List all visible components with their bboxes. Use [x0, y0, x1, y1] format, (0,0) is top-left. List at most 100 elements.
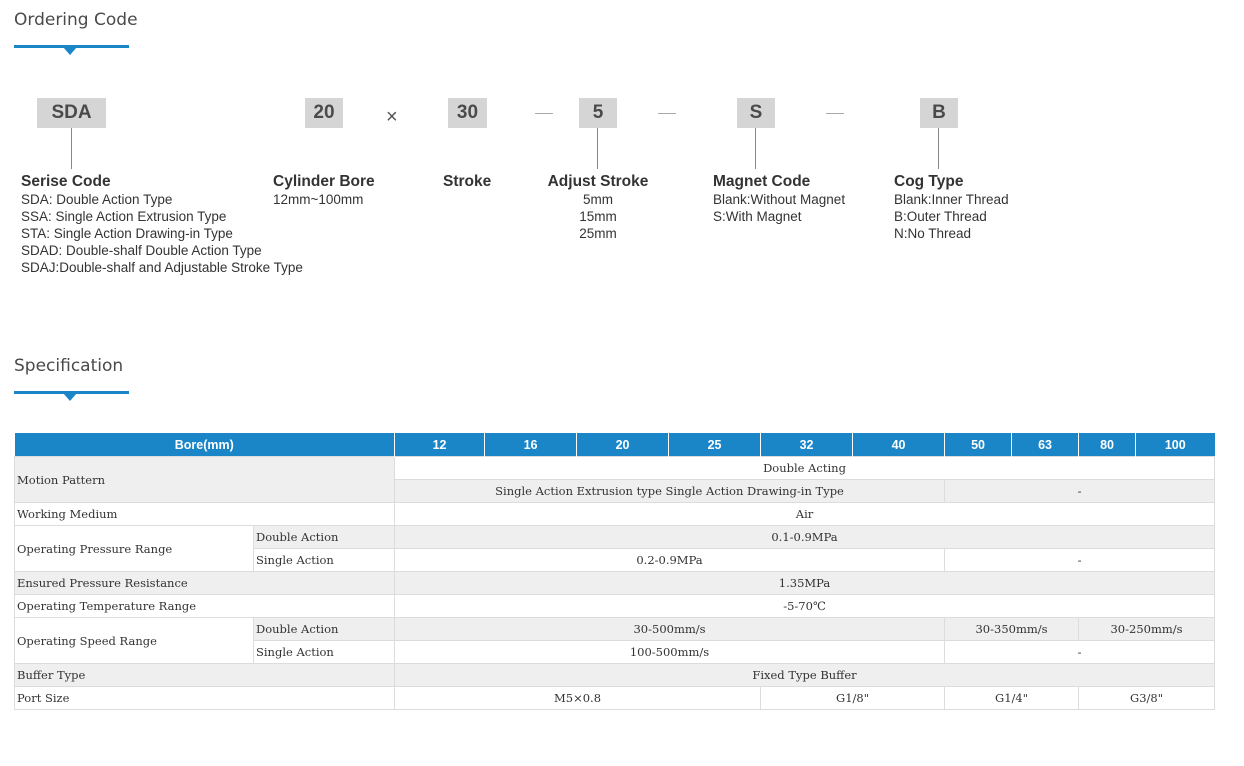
speed-single-value: 100-500mm/s	[394, 640, 946, 664]
bore-column-header: 20	[576, 433, 669, 457]
bore-column-header: 80	[1078, 433, 1136, 457]
times-symbol: ×	[386, 106, 398, 128]
cog-type-line: N:No Thread	[894, 226, 972, 241]
table-row: Buffer Type Fixed Type Buffer	[13, 663, 1216, 687]
motion-pattern-double: Double Acting	[394, 456, 1216, 480]
ordering-code-title: Ordering Code	[14, 10, 138, 30]
table-header-row: Bore(mm) 12 16 20 25 32 40 50 63 80 100	[14, 433, 1215, 457]
adjust-stroke-group: Adjust Stroke 5mm 15mm 25mm	[543, 173, 653, 242]
buffer-type-label: Buffer Type	[13, 663, 396, 687]
code-box-stroke: 30	[448, 98, 487, 128]
connector-line	[71, 128, 72, 169]
bore-column-header: 32	[760, 433, 853, 457]
speed-double-label: Double Action	[252, 617, 396, 641]
series-code-line: SDAD: Double-shalf Double Action Type	[21, 243, 262, 258]
pressure-resistance-label: Ensured Pressure Resistance	[13, 571, 396, 595]
cog-type-line: Blank:Inner Thread	[894, 192, 1009, 207]
table-row: Motion Pattern Double Acting	[13, 456, 1216, 503]
bore-column-header: 16	[484, 433, 577, 457]
table-row: Port Size M5×0.8 G1/8" G1/4" G3/8"	[13, 686, 1216, 710]
table-row: Operating Temperature Range -5-70℃	[13, 594, 1216, 618]
cog-type-line: B:Outer Thread	[894, 209, 987, 224]
adjust-stroke-line: 25mm	[579, 226, 617, 241]
pressure-resistance-value: 1.35MPa	[394, 571, 1216, 595]
bore-column-header: 100	[1135, 433, 1215, 457]
specification-arrow-icon	[63, 393, 77, 401]
stroke-group: Stroke	[443, 173, 491, 191]
adjust-stroke-heading: Adjust Stroke	[547, 173, 649, 190]
series-code-line: SSA: Single Action Extrusion Type	[21, 209, 227, 224]
temperature-range-label: Operating Temperature Range	[13, 594, 396, 618]
speed-single-na: -	[944, 640, 1216, 664]
speed-double-value: 30-350mm/s	[944, 617, 1080, 641]
table-row: Single Action Extrusion type Single Acti…	[15, 479, 1216, 503]
working-medium-label: Working Medium	[13, 502, 396, 526]
cylinder-bore-group: Cylinder Bore 12mm~100mm	[273, 173, 375, 208]
code-box-series: SDA	[37, 98, 106, 128]
pressure-single-label: Single Action	[252, 548, 396, 572]
working-medium-value: Air	[394, 502, 1216, 526]
dash-separator	[658, 113, 676, 114]
speed-double-value: 30-500mm/s	[394, 617, 946, 641]
series-code-heading: Serise Code	[21, 173, 111, 190]
pressure-single-na: -	[944, 548, 1216, 572]
series-code-line: SDA: Double Action Type	[21, 192, 173, 207]
ordering-code-arrow-icon	[63, 47, 77, 55]
table-row: Operating Pressure Range Double Action 0…	[14, 525, 1216, 572]
speed-double-value: 30-250mm/s	[1078, 617, 1216, 641]
speed-range-label: Operating Speed Range	[14, 617, 254, 664]
series-code-line: SDAJ:Double-shalf and Adjustable Stroke …	[21, 260, 303, 275]
specification-underline	[14, 391, 129, 394]
specification-table: Bore(mm) 12 16 20 25 32 40 50 63 80 100 …	[13, 433, 1216, 710]
code-box-adjust-stroke: 5	[579, 98, 617, 128]
bore-column-header: 63	[1011, 433, 1079, 457]
pressure-double-label: Double Action	[252, 525, 396, 549]
stroke-heading: Stroke	[443, 173, 492, 190]
port-size-value: M5×0.8	[394, 686, 762, 710]
bore-column-header: 40	[852, 433, 945, 457]
series-code-group: Serise Code SDA: Double Action Type SSA:…	[21, 173, 303, 276]
motion-pattern-label: Motion Pattern	[13, 456, 396, 503]
adjust-stroke-line: 5mm	[583, 192, 613, 207]
pressure-single-value: 0.2-0.9MPa	[394, 548, 946, 572]
code-box-magnet: S	[737, 98, 775, 128]
motion-pattern-single-na: -	[944, 479, 1216, 503]
port-size-value: G1/4"	[944, 686, 1080, 710]
pressure-range-label: Operating Pressure Range	[14, 525, 254, 572]
cog-type-group: Cog Type Blank:Inner Thread B:Outer Thre…	[894, 173, 1009, 242]
bore-column-header: 25	[668, 433, 761, 457]
adjust-stroke-line: 15mm	[579, 209, 617, 224]
buffer-type-value: Fixed Type Buffer	[394, 663, 1216, 687]
cylinder-bore-line: 12mm~100mm	[273, 192, 364, 207]
table-row: Operating Speed Range Double Action 30-5…	[14, 617, 1216, 664]
connector-line	[755, 128, 756, 169]
magnet-code-group: Magnet Code Blank:Without Magnet S:With …	[713, 173, 845, 225]
series-code-line: STA: Single Action Drawing-in Type	[21, 226, 233, 241]
table-row: Single Action 0.2-0.9MPa -	[15, 548, 1216, 572]
cylinder-bore-heading: Cylinder Bore	[273, 173, 375, 190]
ordering-code-underline	[14, 45, 129, 48]
specification-title: Specification	[14, 356, 124, 376]
magnet-code-heading: Magnet Code	[713, 173, 811, 190]
cog-type-heading: Cog Type	[894, 173, 964, 190]
port-size-label: Port Size	[13, 686, 396, 710]
connector-line	[938, 128, 939, 169]
magnet-code-line: Blank:Without Magnet	[713, 192, 846, 207]
port-size-value: G1/8"	[760, 686, 946, 710]
port-size-value: G3/8"	[1078, 686, 1216, 710]
motion-pattern-single: Single Action Extrusion type Single Acti…	[394, 479, 946, 503]
bore-column-header: 50	[944, 433, 1012, 457]
magnet-code-line: S:With Magnet	[713, 209, 802, 224]
table-row: Working Medium Air	[13, 502, 1216, 526]
bore-header: Bore(mm)	[14, 433, 395, 457]
connector-line	[597, 128, 598, 169]
dash-separator	[535, 113, 553, 114]
temperature-range-value: -5-70℃	[394, 594, 1216, 618]
code-box-cog: B	[920, 98, 958, 128]
bore-column-header: 12	[394, 433, 485, 457]
pressure-double-value: 0.1-0.9MPa	[394, 525, 1216, 549]
speed-single-label: Single Action	[252, 640, 396, 664]
table-row: Ensured Pressure Resistance 1.35MPa	[13, 571, 1216, 595]
code-box-bore: 20	[305, 98, 343, 128]
dash-separator	[826, 113, 844, 114]
